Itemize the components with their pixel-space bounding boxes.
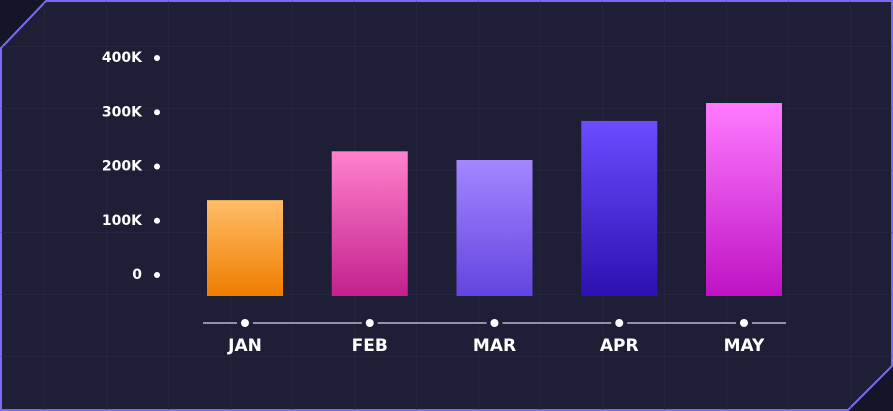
tick-dot	[154, 163, 160, 170]
bar	[456, 159, 533, 296]
x-tick-label: JAN	[227, 336, 262, 356]
tick-dot	[154, 109, 160, 116]
y-tick-label: 400K	[102, 50, 143, 66]
x-axis-dot	[615, 319, 624, 327]
y-tick-label: 100K	[102, 213, 143, 229]
y-tick-label: 200K	[102, 159, 143, 175]
x-tick-label: FEB	[352, 336, 388, 356]
x-tick-label: MAR	[473, 336, 516, 356]
x-axis-dot	[490, 319, 499, 327]
bar	[331, 151, 408, 296]
tick-dot	[154, 272, 160, 278]
x-axis-dot	[241, 319, 249, 327]
tick-dot	[154, 217, 160, 224]
x-axis-dot	[365, 319, 374, 327]
x-tick-label: MAY	[724, 336, 765, 356]
bar	[207, 200, 283, 296]
y-tick-label: 0	[132, 267, 142, 283]
tick-dot	[154, 55, 160, 61]
y-tick-label: 300K	[102, 104, 143, 120]
bar	[706, 103, 782, 296]
x-axis-dot	[740, 319, 748, 327]
x-tick-label: APR	[600, 336, 639, 356]
bar	[581, 120, 658, 297]
